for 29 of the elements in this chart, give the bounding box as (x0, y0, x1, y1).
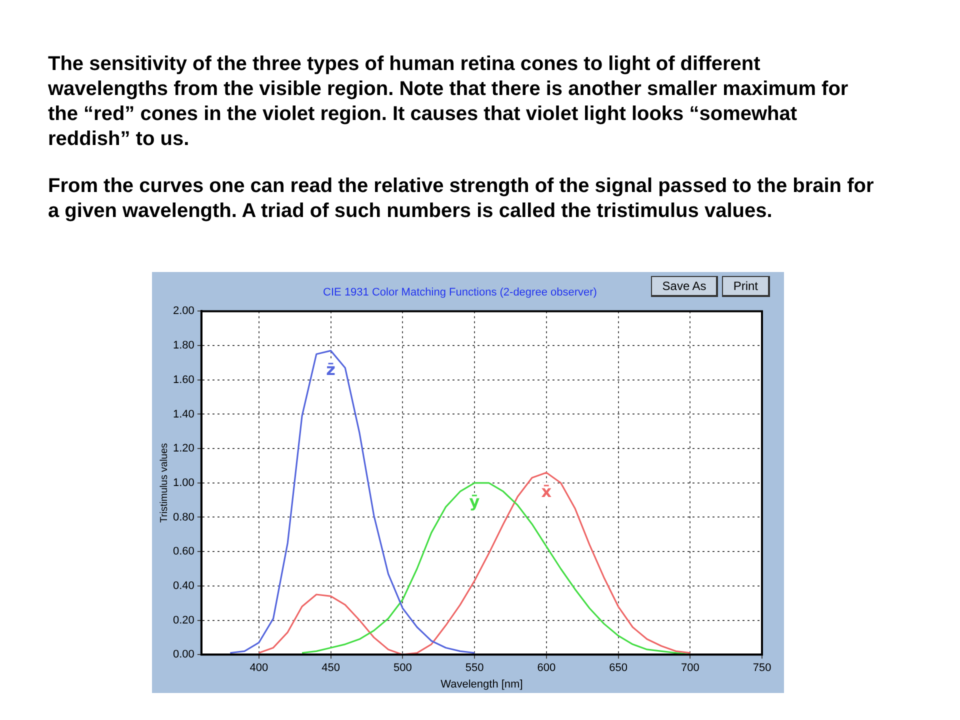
x-tick-label: 550 (465, 662, 484, 674)
x-tick-label: 400 (250, 662, 268, 674)
text: Save As (651, 276, 718, 297)
y-tick-label: 0.20 (172, 614, 194, 626)
x-tick-label: 450 (322, 662, 340, 674)
y-axis-title: Tristimulus values (158, 443, 170, 523)
y-tick-label: 0.80 (172, 511, 194, 524)
y-tick-label: 1.00 (172, 476, 194, 489)
x-tick-label: 600 (537, 662, 556, 674)
y-tick-label: 0.40 (172, 580, 194, 592)
x-tick-label: 500 (393, 662, 412, 674)
x-tick-label: 700 (680, 662, 700, 674)
x-axis-title: Wavelength [nm] (440, 678, 523, 690)
y-tick-label: 2.00 (172, 305, 194, 318)
y-tick-label: 1.40 (172, 408, 194, 420)
text: From the curves one can read the relative strength of the signal passed to the brain for a given wavelength. A triad of such numbers is called the tristimulus values. (48, 174, 875, 224)
y-tick-label: 1.80 (172, 340, 194, 352)
series-label: ȳ (469, 492, 480, 512)
y-tick-label: 0.00 (172, 648, 194, 661)
chart-title: CIE 1931 Color Matching Functions (2-degree observer) (323, 286, 597, 299)
y-tick-label: 0.60 (172, 546, 194, 558)
series-label: z̄ (326, 360, 336, 379)
x-tick-label: 750 (752, 662, 772, 674)
text: Print (722, 276, 770, 297)
y-tick-label: 1.60 (172, 374, 194, 386)
x-tick-label: 650 (609, 662, 628, 674)
text: The sensitivity of the three types of human retina cones to light of different wavelengths from the visible region. Note that there is another smaller maximum for the “red” cones in the violet region. It causes that violet light looks “somewhat reddish” to us. (48, 52, 850, 152)
series-label: x̄ (541, 482, 552, 501)
y-tick-label: 1.20 (172, 442, 194, 455)
